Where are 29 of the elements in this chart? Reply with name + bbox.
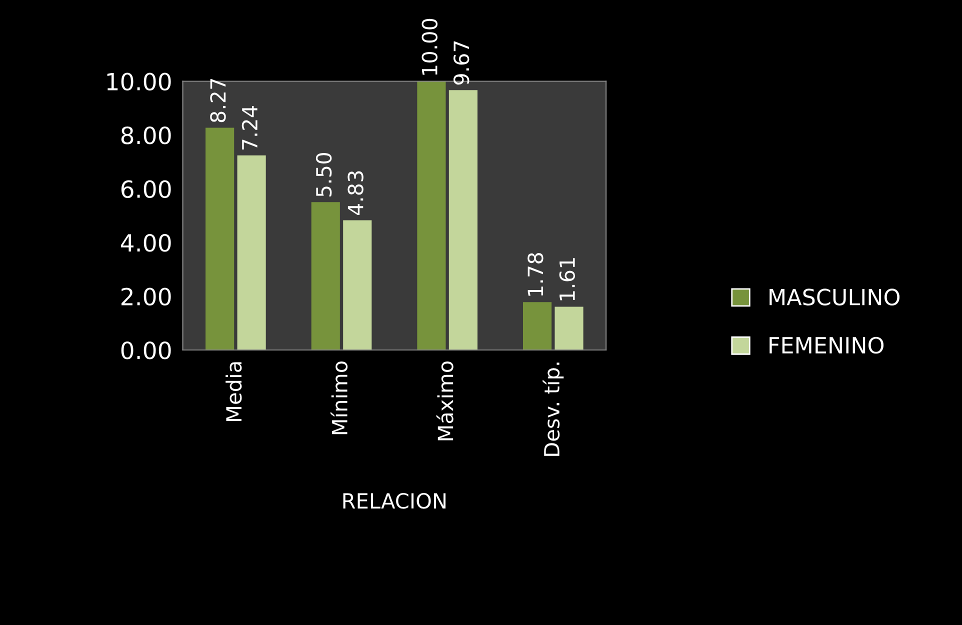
x-tick-label: Media <box>226 362 242 421</box>
bar <box>522 302 552 350</box>
y-tick-label: 4.00 <box>120 234 171 252</box>
bar <box>554 306 584 350</box>
x-axis-title: RELACION <box>343 492 446 509</box>
bar <box>237 155 266 350</box>
legend-label: FEMENINO <box>770 336 884 354</box>
x-tick-label: Desv. típ. <box>542 362 564 456</box>
y-tick-label: 8.00 <box>121 126 171 144</box>
y-tick-label: 0.00 <box>121 341 171 360</box>
data-label: 1.78 <box>528 253 544 296</box>
data-label: 10.00 <box>422 18 438 75</box>
bar <box>311 202 340 350</box>
bar <box>206 128 234 350</box>
data-label: 4.83 <box>348 171 364 216</box>
data-label: 7.24 <box>242 106 258 150</box>
data-label: 8.27 <box>210 78 226 122</box>
data-label: 9.67 <box>453 41 470 85</box>
data-label: 1.61 <box>559 258 576 300</box>
x-tick-label: Máximo <box>436 362 454 440</box>
y-tick-label: 10.00 <box>107 72 171 91</box>
bar <box>448 90 478 350</box>
y-tick-label: 2.00 <box>122 288 171 306</box>
x-tick-label: Mínimo <box>330 362 348 434</box>
bar <box>343 220 372 350</box>
data-label: 5.50 <box>316 153 332 196</box>
bar <box>417 81 446 350</box>
y-tick-label: 6.00 <box>121 180 171 198</box>
legend-label: MASCULINO <box>770 288 900 306</box>
